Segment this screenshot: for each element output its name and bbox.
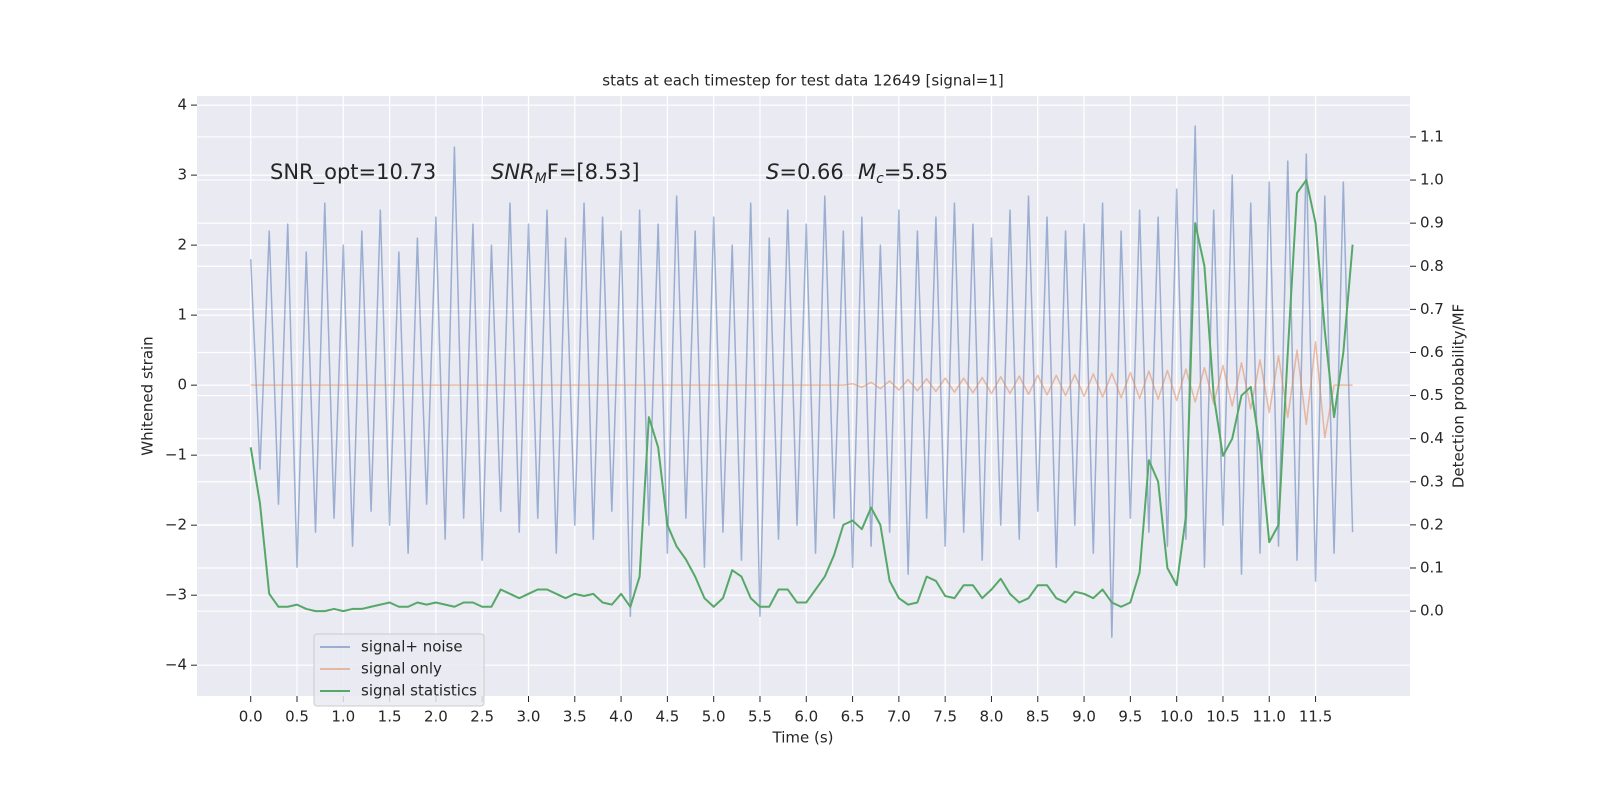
x-tick-label: 4.5 [655, 708, 679, 726]
y2-tick-label: 1.0 [1420, 171, 1444, 189]
y2-tick-label: 0.3 [1420, 472, 1444, 490]
annotation-sub: M [535, 171, 547, 187]
annotation-text: SNR [491, 160, 535, 184]
x-tick-label: 4.0 [609, 708, 633, 726]
series-line [249, 179, 1354, 613]
annotation-rest: =0.66 [779, 160, 843, 184]
y-tick-label: 0 [177, 376, 187, 394]
x-tick-label: 1.0 [331, 708, 355, 726]
chart-title: stats at each timestep for test data 126… [602, 72, 1003, 90]
legend-box [313, 633, 485, 707]
y-tick-label: 4 [177, 96, 187, 114]
annotation-text: M [858, 160, 876, 184]
x-tick-label: 8.5 [1026, 708, 1050, 726]
x-tick-label: 11.0 [1253, 708, 1286, 726]
y-tick-label: −2 [165, 516, 187, 534]
legend-label: signal statistics [361, 682, 477, 700]
y2-tick-label: 0.6 [1420, 343, 1444, 361]
y2-tick-label: 1.1 [1420, 127, 1444, 145]
x-tick-label: 3.0 [517, 708, 541, 726]
x-tick-label: 6.5 [841, 708, 865, 726]
y2-tick-label: 0.2 [1420, 515, 1444, 533]
x-tick-label: 1.5 [378, 708, 402, 726]
x-tick-label: 10.5 [1206, 708, 1239, 726]
y2-axis-label: Detection probability/MF [1450, 304, 1468, 488]
y-tick-label: 3 [177, 166, 187, 184]
x-tick-label: 7.5 [933, 708, 957, 726]
y-axis-label: Whitened strain [139, 336, 157, 455]
y2-tick-label: 0.7 [1420, 300, 1444, 318]
annotation: S=0.66 [766, 160, 844, 184]
y2-tick-label: 0.8 [1420, 257, 1444, 275]
x-tick-label: 6.0 [794, 708, 818, 726]
x-tick-label: 5.0 [702, 708, 726, 726]
x-tick-label: 8.0 [980, 708, 1004, 726]
x-tick-label: 7.0 [887, 708, 911, 726]
x-tick-label: 3.5 [563, 708, 587, 726]
annotation: SNRMF=[8.53] [491, 160, 640, 187]
annotation: Mc=5.85 [858, 160, 948, 187]
series-line [250, 340, 1353, 439]
x-tick-label: 5.5 [748, 708, 772, 726]
annotation-text: SNR_opt=10.73 [270, 160, 436, 185]
x-tick-label: 10.0 [1160, 708, 1193, 726]
y2-tick-label: 0.1 [1420, 558, 1444, 576]
annotation: SNR_opt=10.73 [270, 160, 436, 185]
y-tick-label: 2 [177, 236, 187, 254]
x-tick-label: 9.0 [1072, 708, 1096, 726]
y-tick-label: 1 [177, 306, 187, 324]
x-tick-label: 2.5 [470, 708, 494, 726]
x-tick-label: 9.5 [1118, 708, 1142, 726]
legend-label: signal only [361, 660, 442, 678]
y2-tick-label: 0.0 [1420, 602, 1444, 620]
y-tick-label: −4 [165, 656, 187, 674]
annotation-sub: c [876, 171, 884, 187]
series-line [249, 125, 1354, 638]
annotation-rest: F=[8.53] [547, 160, 640, 184]
x-tick-label: 0.0 [239, 708, 263, 726]
y2-tick-label: 0.5 [1420, 386, 1444, 404]
annotation-rest: =5.85 [884, 160, 948, 184]
x-axis-label: Time (s) [772, 729, 834, 747]
legend-label: signal+ noise [361, 638, 463, 656]
y-tick-label: −3 [165, 586, 187, 604]
annotations: SNR_opt=10.73 SNRMF=[8.53] S=0.66 Mc=5.85 [270, 160, 948, 187]
annotation-text: S [766, 160, 779, 184]
marks [249, 125, 1354, 638]
y2-tick-label: 0.9 [1420, 214, 1444, 232]
x-tick-label: 11.5 [1299, 708, 1332, 726]
x-tick-label: 0.5 [285, 708, 309, 726]
x-tick-label: 2.0 [424, 708, 448, 726]
y-tick-label: −1 [165, 446, 187, 464]
y2-tick-label: 0.4 [1420, 429, 1444, 447]
legend: signal+ noise signal only signal statistic… [313, 633, 485, 707]
